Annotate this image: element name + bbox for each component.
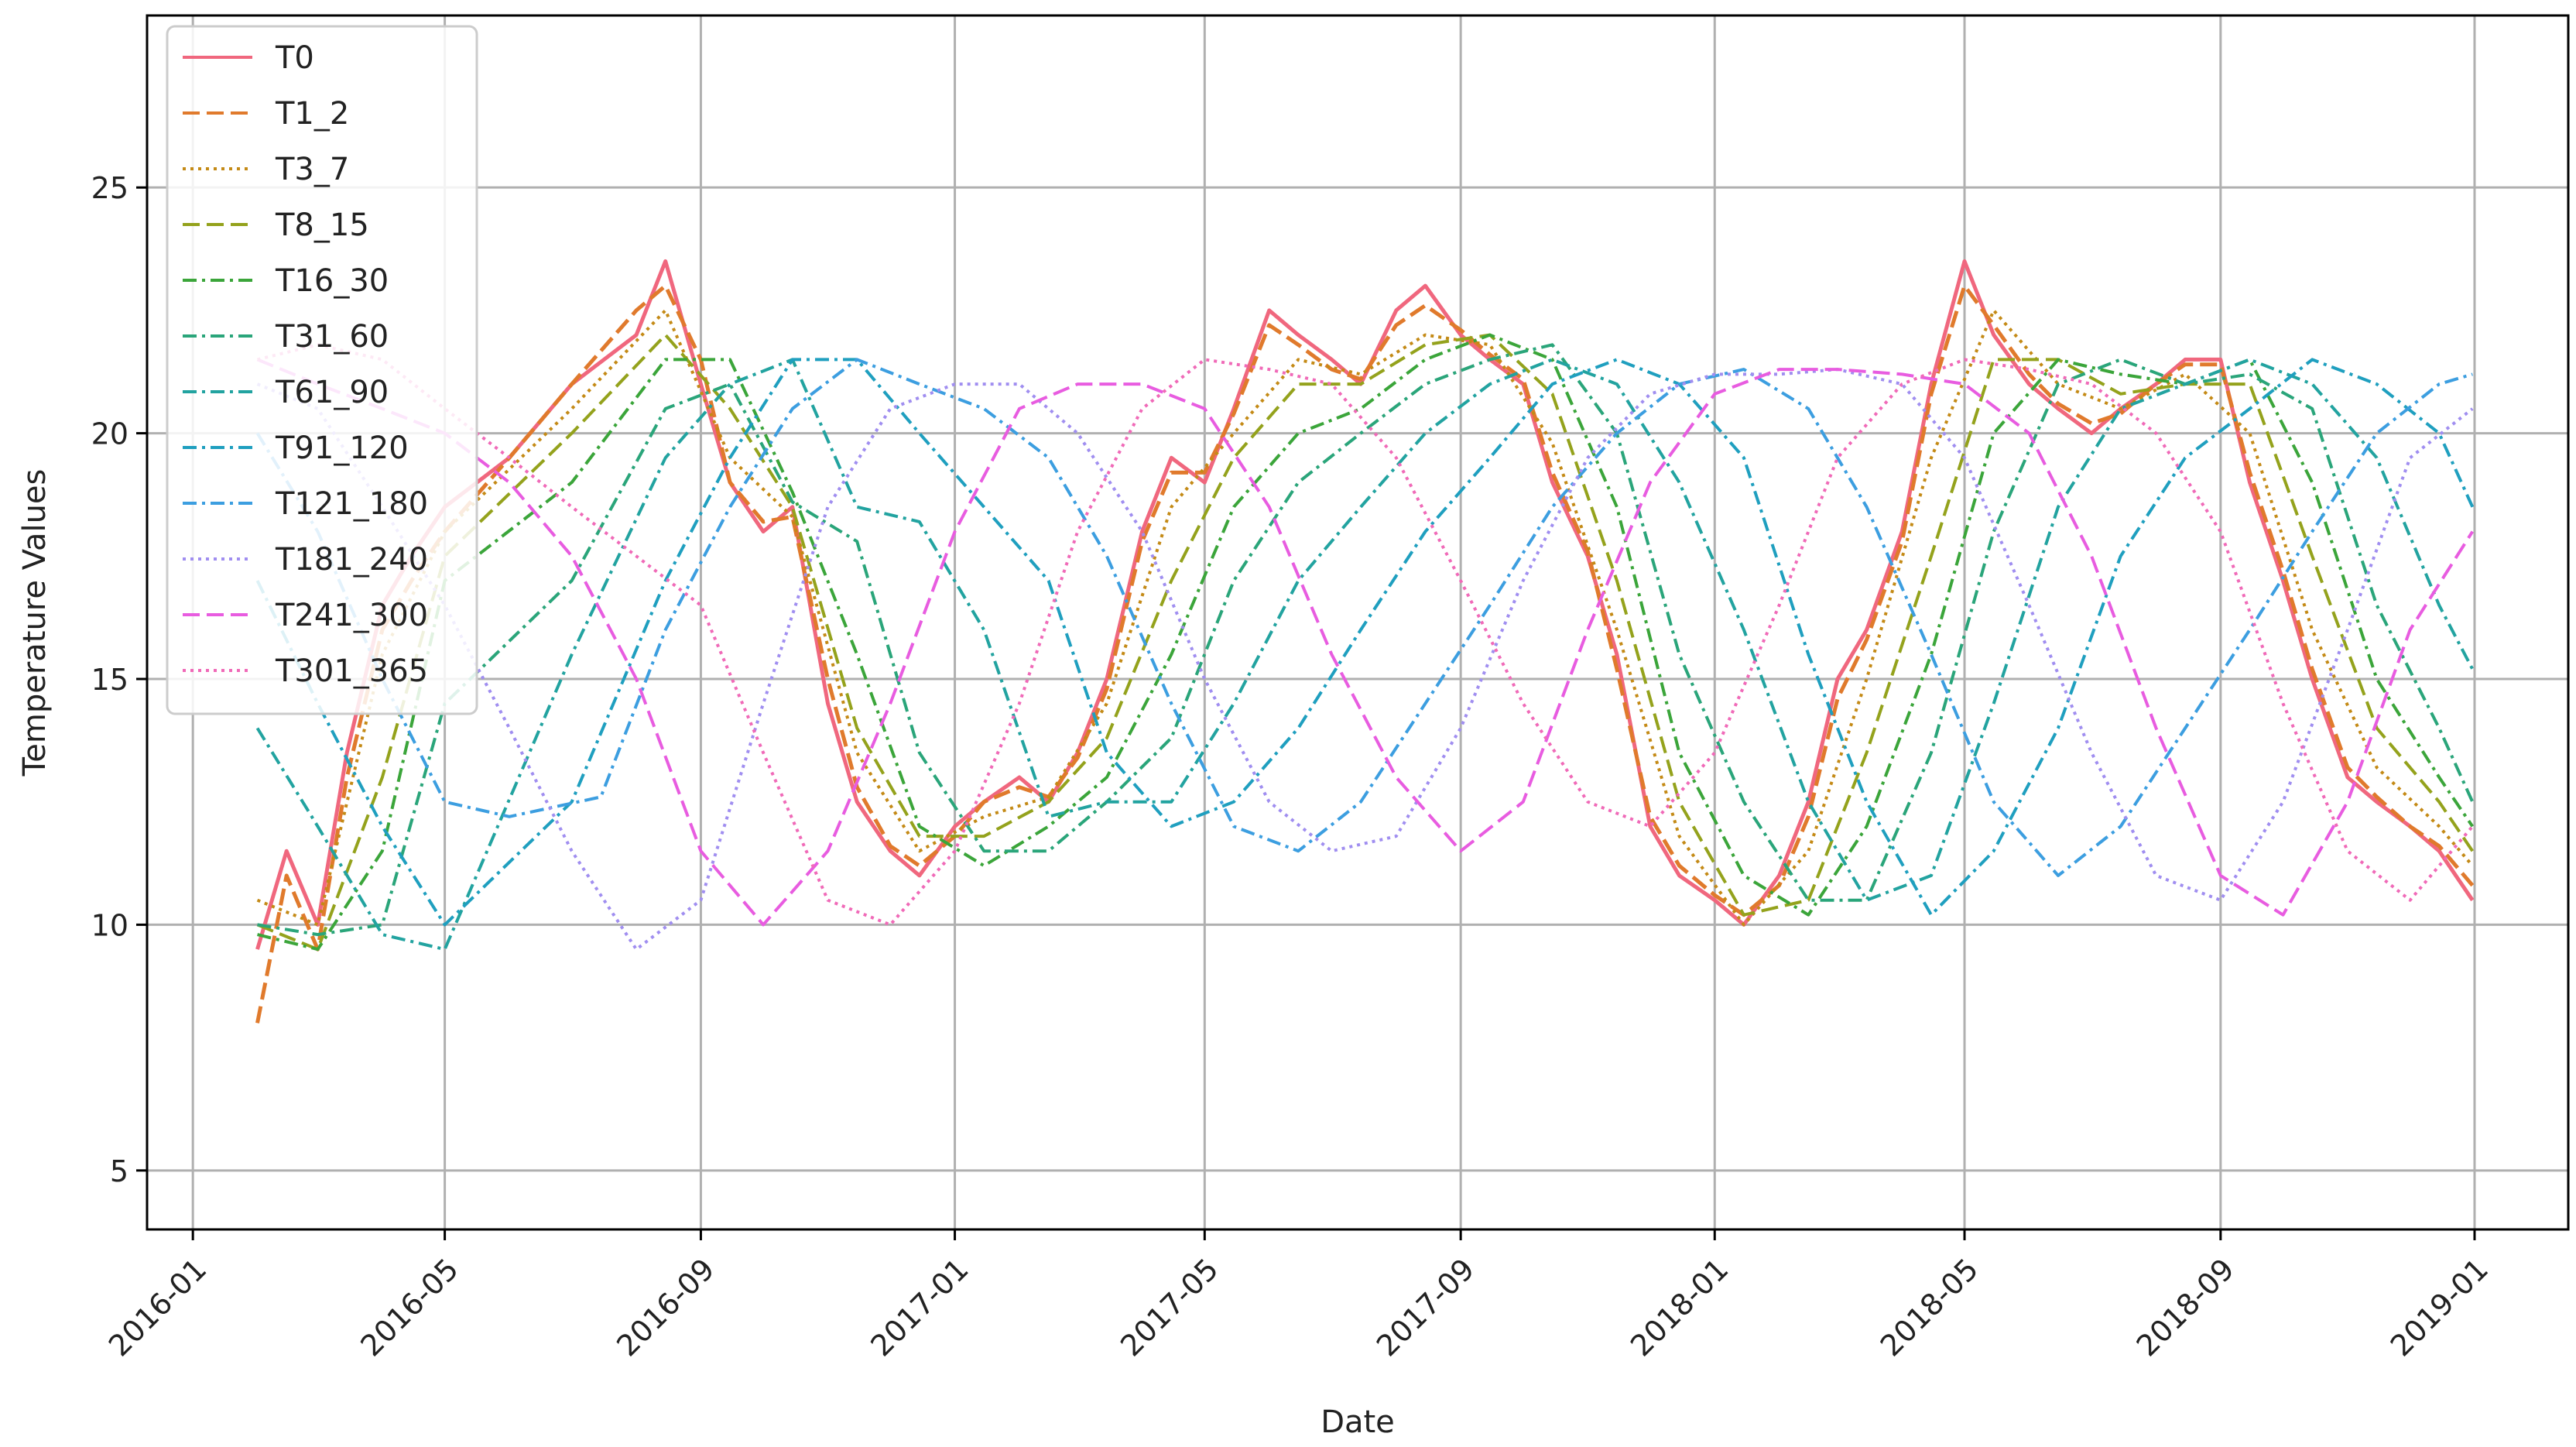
series-line-t121-180 — [255, 358, 2473, 877]
series-line-t31-60 — [257, 343, 2475, 937]
series-line-t181-240 — [256, 368, 2474, 952]
y-tick-label: 5 — [110, 1154, 128, 1188]
y-tick-label: 25 — [91, 171, 128, 205]
legend-label: T241_300 — [275, 598, 428, 633]
legend-label: T121_180 — [275, 486, 428, 522]
legend-label: T301_365 — [275, 653, 428, 689]
plot-frame — [146, 14, 2570, 1231]
y-tick-label: 15 — [91, 663, 128, 697]
series-line-t8-15 — [256, 333, 2474, 952]
series-line-t3-7 — [256, 308, 2474, 927]
y-tick-label: 10 — [91, 908, 128, 942]
x-axis-label: Date — [1321, 1404, 1395, 1440]
series-line-t16-30 — [257, 333, 2474, 952]
legend-label: T8_15 — [275, 207, 369, 243]
legend-label: T0 — [275, 40, 314, 76]
grid-lines — [147, 15, 2568, 1229]
y-axis-label: Temperature Values — [17, 469, 53, 777]
legend-label: T3_7 — [275, 152, 349, 187]
legend: T0 T1_2 T3_7 T8_15 T16_30 T31_60 T61_90 T91_120… — [166, 25, 478, 715]
series-line-t301-365 — [257, 343, 2474, 927]
y-tick-label: 20 — [91, 417, 128, 451]
legend-label: T181_240 — [275, 542, 428, 578]
legend-label: T31_60 — [275, 319, 389, 355]
legend-label: T16_30 — [275, 263, 389, 299]
legend-label: T61_90 — [275, 375, 389, 410]
series-line-t61-90 — [255, 358, 2475, 952]
series-lines — [255, 259, 2475, 1024]
y-axis-ticks: 5 10 15 20 25 — [91, 171, 147, 1188]
series-line-t241-300 — [256, 358, 2474, 927]
legend-box — [166, 25, 478, 715]
legend-label: T91_120 — [275, 430, 409, 466]
series-line-t91-120 — [255, 358, 2475, 927]
legend-label: T1_2 — [275, 96, 349, 132]
